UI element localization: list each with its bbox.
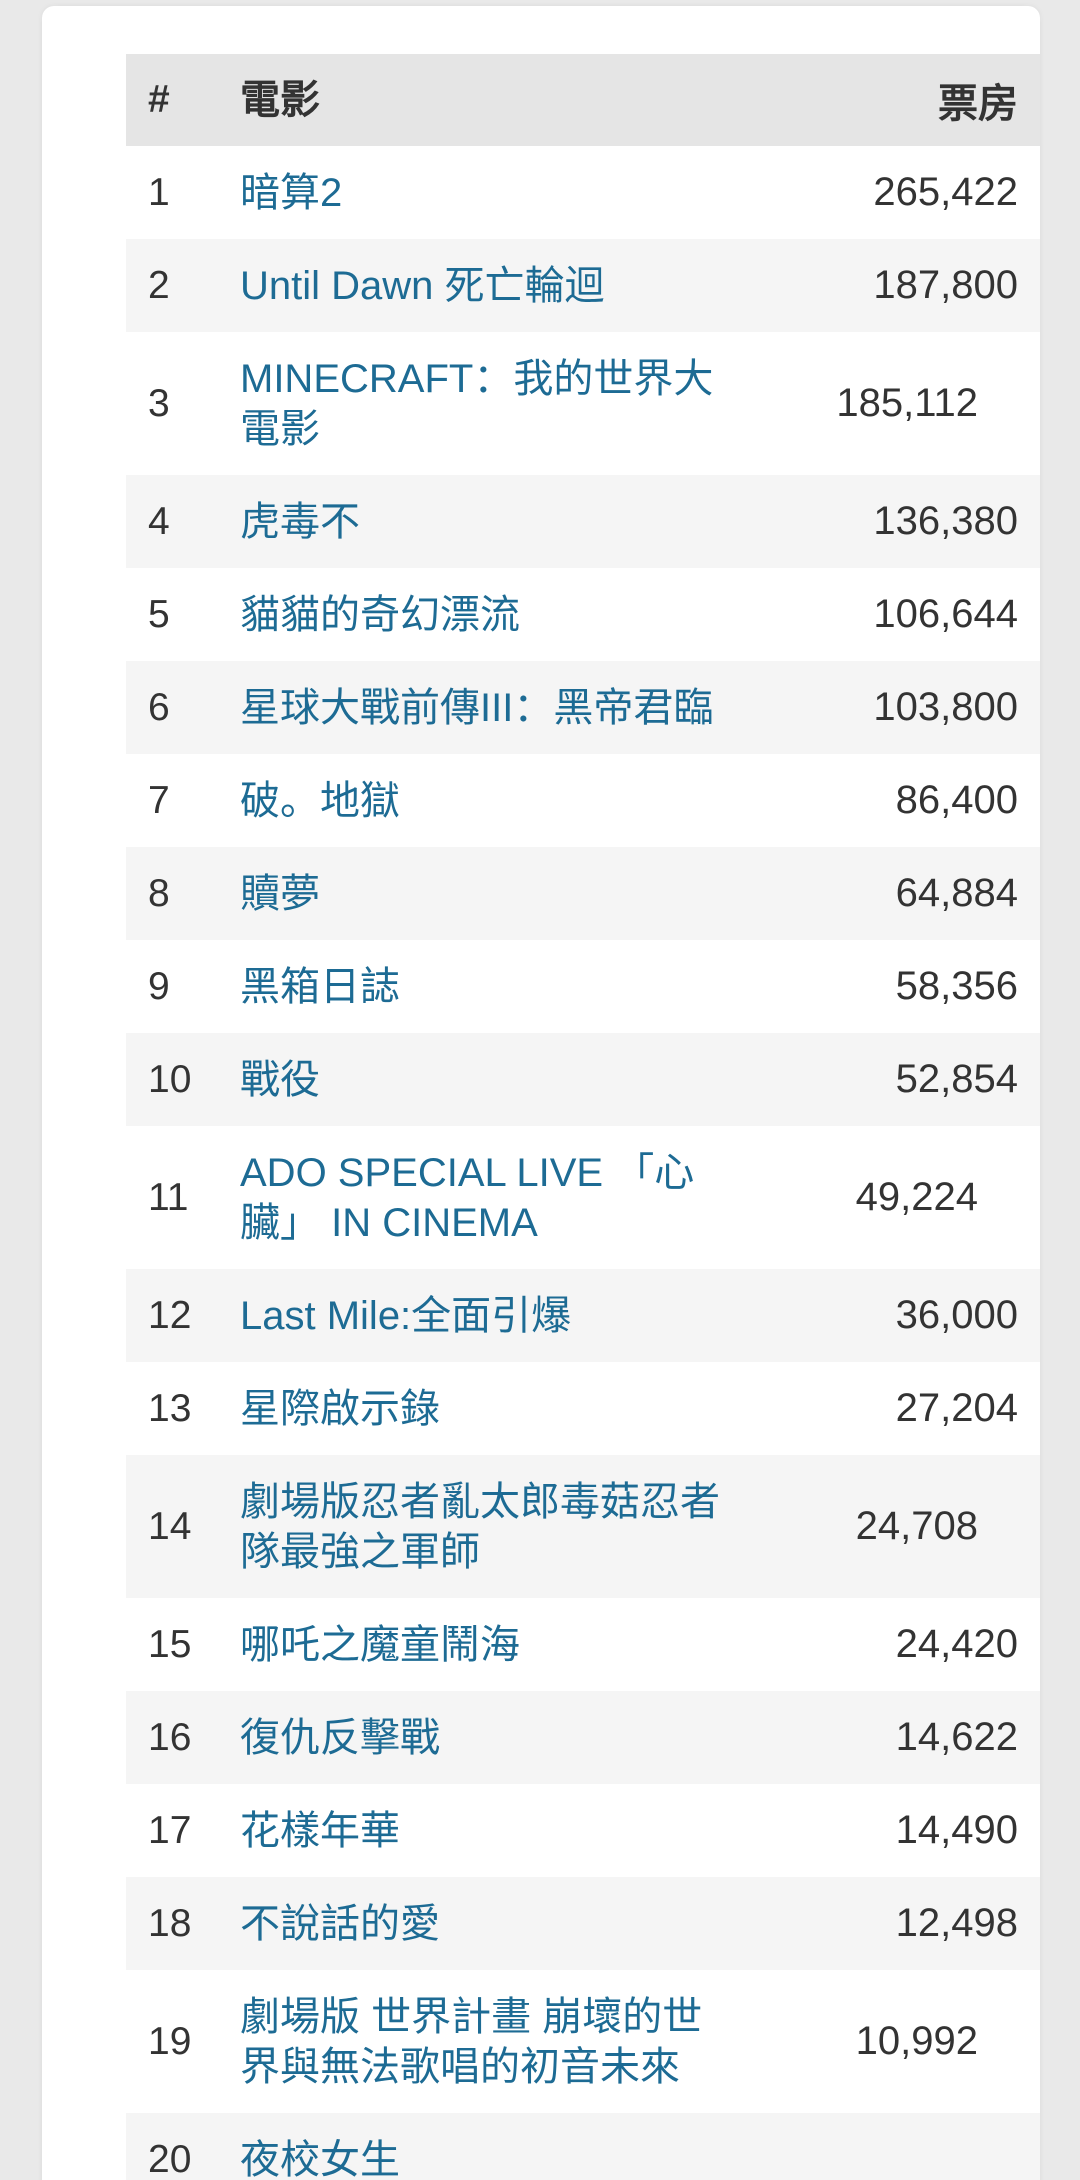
header-gross: 票房 (938, 82, 1018, 126)
row-rank: 1 (148, 170, 170, 214)
row-gross: 136,380 (873, 499, 1018, 543)
movie-link[interactable]: 哪吒之魔童鬧海 (240, 1622, 520, 1667)
table-row: 17 花樣年華 14,490 (126, 1784, 1040, 1877)
movie-link[interactable]: 夜校女生 (240, 2137, 400, 2180)
row-rank: 11 (148, 1175, 189, 1219)
row-gross: 36,000 (895, 1293, 1018, 1337)
header-rank: # (148, 78, 170, 121)
movie-link[interactable]: 黑箱日誌 (240, 964, 400, 1009)
row-rank: 3 (148, 381, 170, 425)
movie-link[interactable]: 復仇反擊戰 (240, 1715, 440, 1760)
row-gross: 12,498 (895, 1901, 1018, 1945)
table-row: 11 ADO SPECIAL LIVE 「心臟」 IN CINEMA 49,22… (126, 1126, 1040, 1269)
row-rank: 13 (148, 1386, 192, 1430)
row-rank: 6 (148, 685, 170, 729)
row-rank: 15 (148, 1622, 192, 1666)
row-rank: 14 (148, 1504, 192, 1548)
table-row: 16 復仇反擊戰 14,622 (126, 1691, 1040, 1784)
table-row: 1 暗算2 265,422 (126, 146, 1040, 239)
movie-link[interactable]: MINECRAFT：我的世界大電影 (240, 356, 714, 451)
row-gross: 185,112 (836, 381, 978, 425)
row-gross: 106,644 (873, 592, 1018, 636)
row-rank: 8 (148, 871, 170, 915)
row-rank: 12 (148, 1293, 192, 1337)
row-gross: 24,420 (895, 1622, 1018, 1666)
row-rank: 9 (148, 964, 170, 1008)
movie-link[interactable]: 花樣年華 (240, 1808, 400, 1853)
row-rank: 4 (148, 499, 170, 543)
movie-link[interactable]: ADO SPECIAL LIVE 「心臟」 IN CINEMA (240, 1150, 695, 1245)
movie-link[interactable]: 星球大戰前傳III：黑帝君臨 (240, 685, 714, 730)
table-row: 7 破。地獄 86,400 (126, 754, 1040, 847)
table-header: # 電影 票房 (126, 54, 1040, 146)
row-gross: 27,204 (895, 1386, 1018, 1430)
table-row: 5 貓貓的奇幻漂流 106,644 (126, 568, 1040, 661)
table-row: 3 MINECRAFT：我的世界大電影 185,112 (126, 332, 1040, 475)
table-row: 12 Last Mile:全面引爆 36,000 (126, 1269, 1040, 1362)
movie-link[interactable]: 不說話的愛 (240, 1901, 440, 1946)
row-rank: 10 (148, 1057, 192, 1101)
movie-link[interactable]: 星際啟示錄 (240, 1386, 440, 1431)
row-rank: 16 (148, 1715, 192, 1759)
table-row: 14 劇場版忍者亂太郎毒菇忍者隊最強之軍師 24,708 (126, 1455, 1040, 1598)
table-row: 10 戰役 52,854 (126, 1033, 1040, 1126)
row-rank: 7 (148, 778, 170, 822)
row-rank: 18 (148, 1901, 192, 1945)
table-row: 4 虎毒不 136,380 (126, 475, 1040, 568)
table-row: 15 哪吒之魔童鬧海 24,420 (126, 1598, 1040, 1691)
movie-link[interactable]: Until Dawn 死亡輪迴 (240, 263, 605, 308)
content-card: # 電影 票房 1 暗算2 265,422 2 Until Dawn 死亡輪迴 … (42, 6, 1040, 2180)
movie-link[interactable]: 暗算2 (240, 170, 343, 215)
table-row: 19 劇場版 世界計畫 崩壞的世界與無法歌唱的初音未來 10,992 (126, 1970, 1040, 2113)
row-gross: 10,992 (855, 2019, 978, 2063)
row-rank: 17 (148, 1808, 192, 1852)
row-rank: 5 (148, 592, 170, 636)
movie-link[interactable]: 虎毒不 (240, 499, 360, 544)
row-gross: 49,224 (855, 1175, 978, 1219)
movie-link[interactable]: 貓貓的奇幻漂流 (240, 592, 520, 637)
box-office-table: # 電影 票房 1 暗算2 265,422 2 Until Dawn 死亡輪迴 … (126, 54, 1040, 2180)
table-row: 18 不說話的愛 12,498 (126, 1877, 1040, 1970)
row-rank: 2 (148, 263, 170, 307)
row-rank: 19 (148, 2019, 192, 2063)
movie-link[interactable]: 劇場版 世界計畫 崩壞的世界與無法歌唱的初音未來 (240, 1994, 703, 2089)
row-gross: 14,622 (895, 1715, 1018, 1759)
row-rank: 20 (148, 2137, 192, 2180)
row-gross: 24,708 (855, 1504, 978, 1548)
movie-link[interactable]: 贖夢 (240, 871, 320, 916)
row-gross: 103,800 (873, 685, 1018, 729)
row-gross: 265,422 (873, 170, 1018, 214)
row-gross: 52,854 (895, 1057, 1018, 1101)
table-row: 20 夜校女生 (126, 2113, 1040, 2180)
table-row: 2 Until Dawn 死亡輪迴 187,800 (126, 239, 1040, 332)
row-gross: 58,356 (895, 964, 1018, 1008)
row-gross: 64,884 (895, 871, 1018, 915)
movie-link[interactable]: 劇場版忍者亂太郎毒菇忍者隊最強之軍師 (240, 1479, 720, 1574)
movie-link[interactable]: 破。地獄 (240, 778, 400, 823)
table-row: 13 星際啟示錄 27,204 (126, 1362, 1040, 1455)
row-gross: 86,400 (895, 778, 1018, 822)
row-gross: 14,490 (895, 1808, 1018, 1852)
table-row: 6 星球大戰前傳III：黑帝君臨 103,800 (126, 661, 1040, 754)
header-title: 電影 (240, 78, 320, 122)
table-row: 9 黑箱日誌 58,356 (126, 940, 1040, 1033)
movie-link[interactable]: Last Mile:全面引爆 (240, 1293, 572, 1338)
row-gross: 187,800 (873, 263, 1018, 307)
table-row: 8 贖夢 64,884 (126, 847, 1040, 940)
movie-link[interactable]: 戰役 (240, 1057, 320, 1102)
